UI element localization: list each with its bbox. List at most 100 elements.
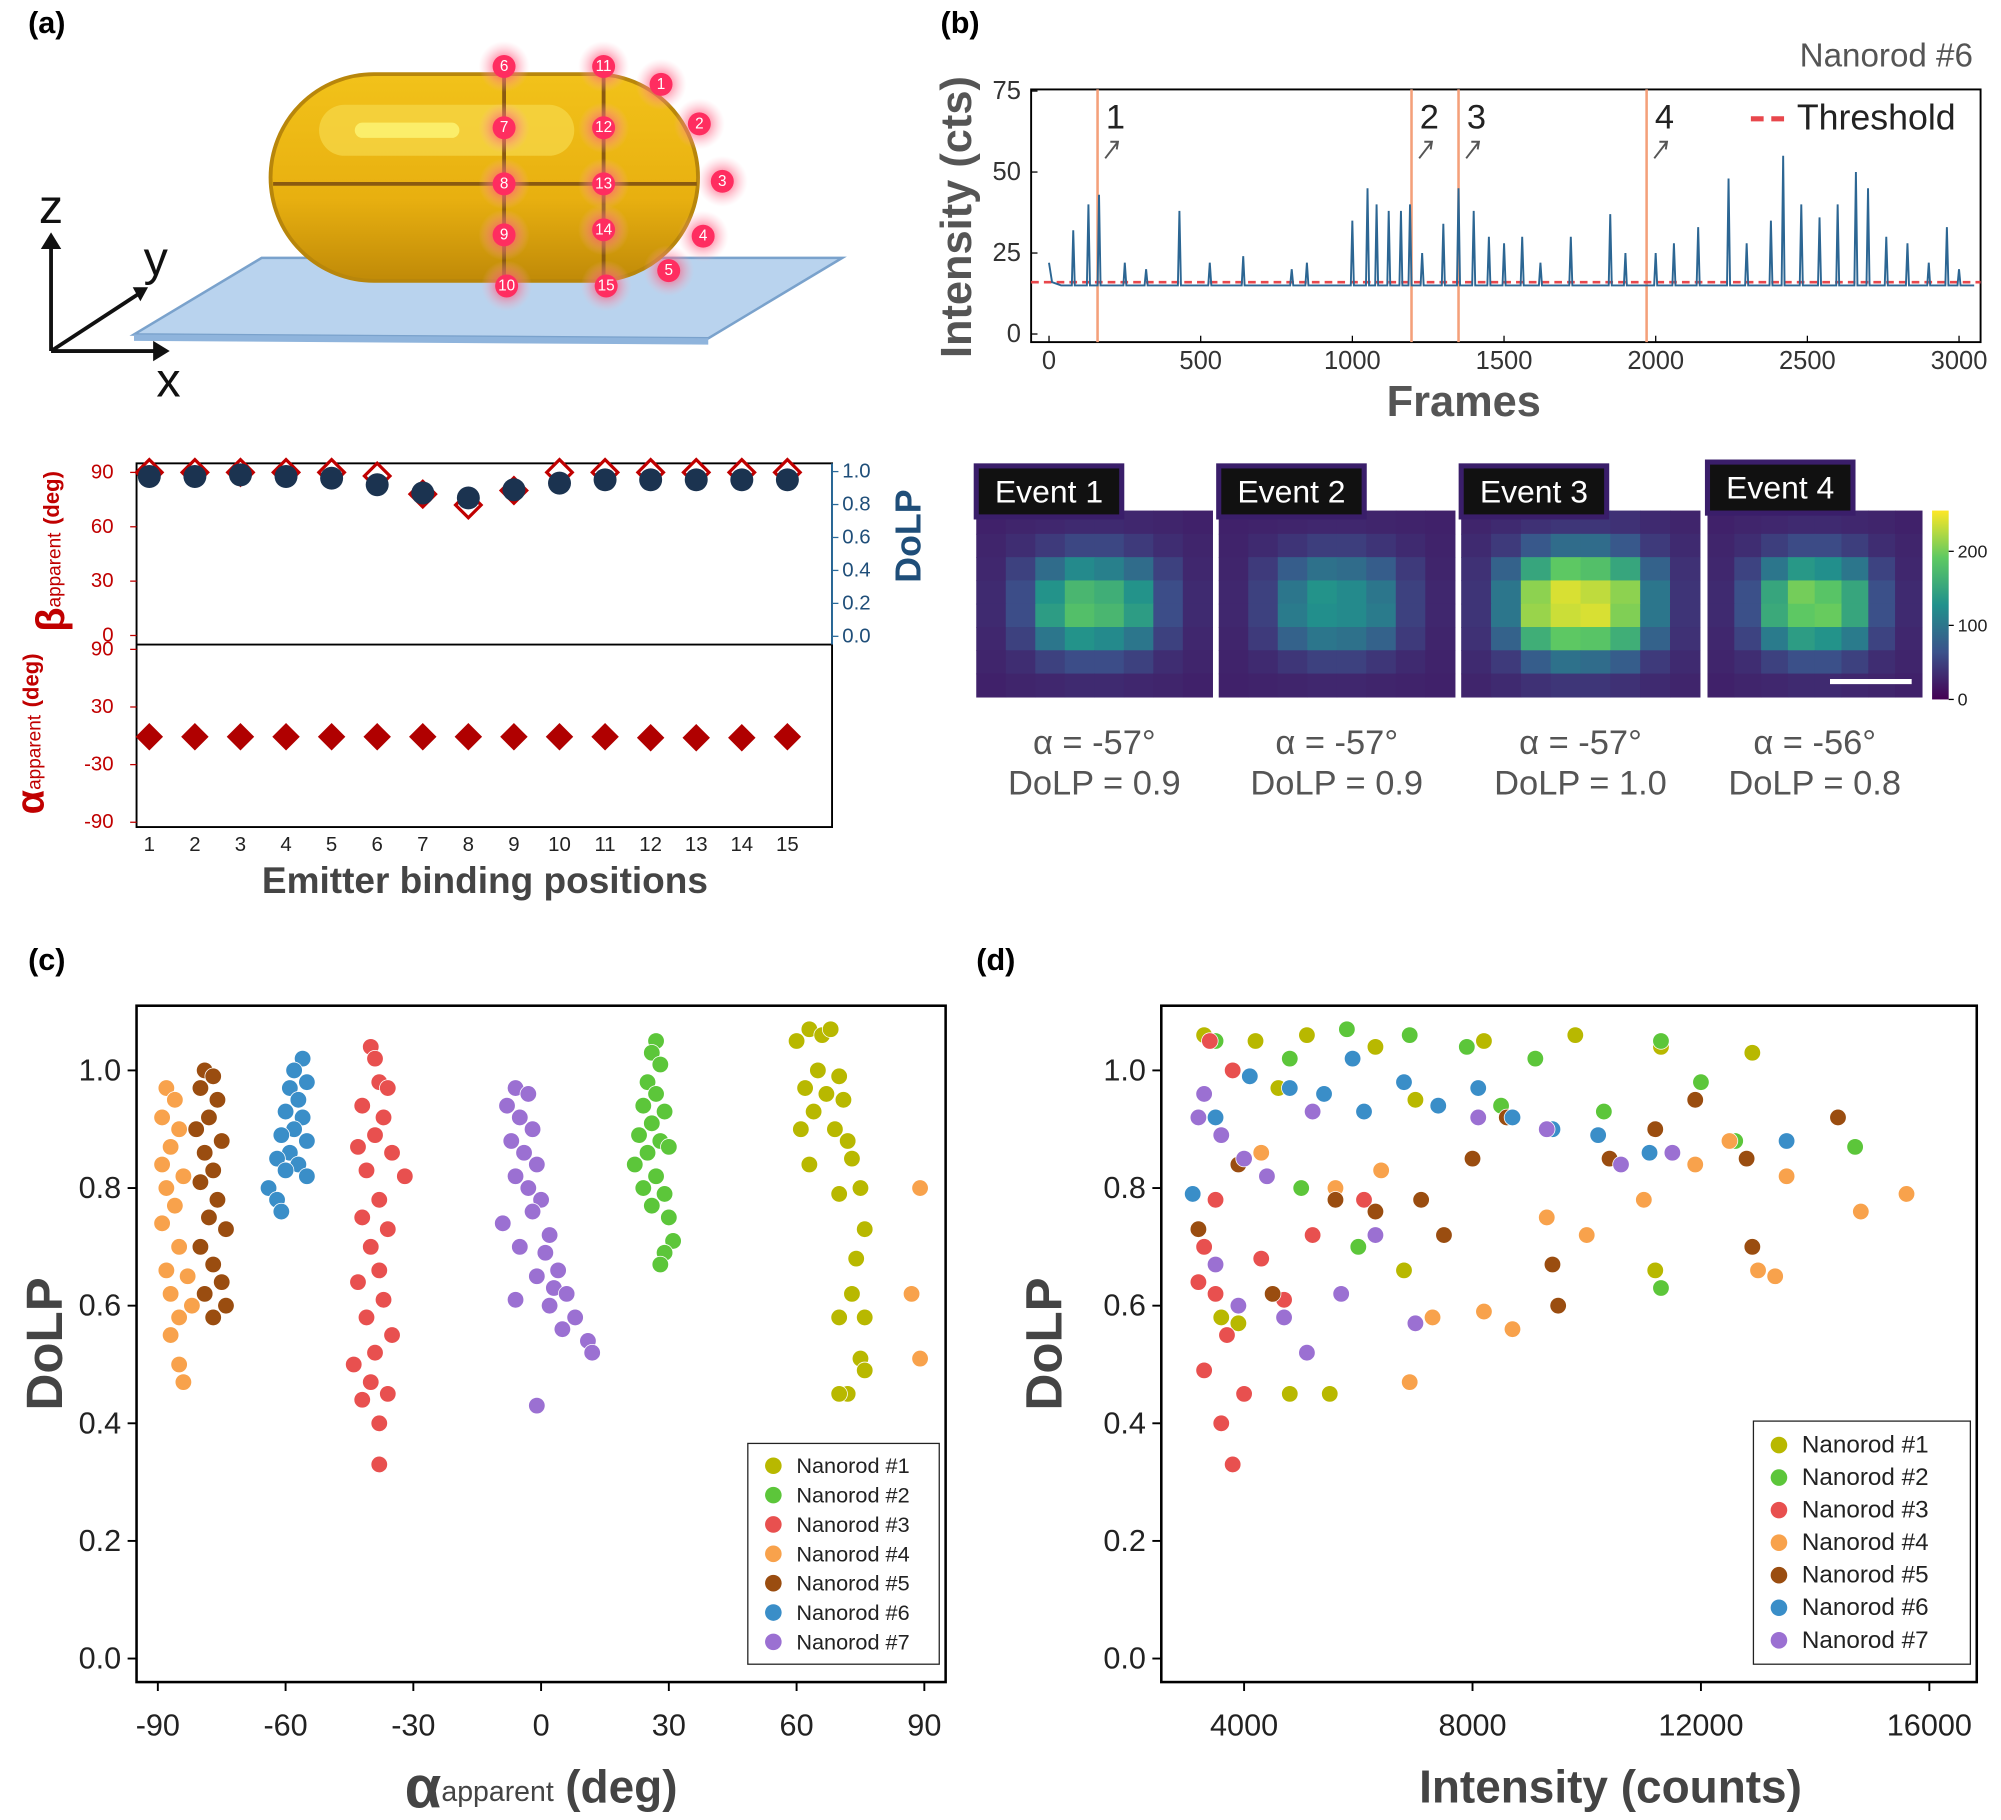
heatmap-cell bbox=[1868, 580, 1896, 605]
scatter-point bbox=[830, 1385, 848, 1403]
x-tick-label: 3 bbox=[235, 834, 246, 856]
emitter-label: 7 bbox=[500, 119, 509, 136]
heatmap-cell bbox=[1123, 603, 1154, 628]
heatmap-cell bbox=[1734, 533, 1762, 558]
heatmap-cell bbox=[1035, 650, 1066, 675]
scatter-point bbox=[157, 1179, 176, 1197]
heatmap-cell bbox=[1707, 510, 1735, 535]
heatmap-cell bbox=[1035, 603, 1066, 628]
heatmap-cell bbox=[1841, 627, 1869, 651]
scatter-point bbox=[362, 1238, 380, 1256]
y2-tick-label: 0.6 bbox=[842, 526, 870, 548]
diamond-marker bbox=[545, 723, 574, 751]
scatter-point bbox=[1372, 1161, 1390, 1180]
heatmap-cell bbox=[1640, 673, 1671, 698]
heatmap-cell bbox=[1520, 603, 1552, 628]
scatter-point bbox=[540, 1226, 559, 1244]
scatter-point bbox=[1475, 1302, 1493, 1321]
scatter-point bbox=[357, 1161, 376, 1180]
heatmap-cell bbox=[1153, 580, 1184, 605]
emitter-label: 13 bbox=[595, 175, 612, 192]
heatmap-cell bbox=[1707, 557, 1735, 582]
dolp-marker bbox=[137, 465, 161, 489]
heatmap-cell bbox=[1761, 603, 1789, 628]
heatmap-cell bbox=[1366, 627, 1397, 651]
heatmap-cell bbox=[1895, 580, 1923, 605]
heatmap-cell bbox=[1868, 603, 1896, 628]
scatter-point bbox=[1252, 1249, 1270, 1268]
x-tick-label: 500 bbox=[1179, 347, 1222, 375]
x-tick-label: 2000 bbox=[1627, 347, 1684, 375]
dolp-marker bbox=[775, 468, 799, 492]
scatter-point bbox=[357, 1308, 376, 1327]
heatmap-cell bbox=[1035, 673, 1066, 698]
heatmap-cell bbox=[1461, 533, 1492, 558]
x-tick-label: 16000 bbox=[1887, 1708, 1972, 1742]
scatter-point bbox=[511, 1108, 529, 1127]
heatmap-cell bbox=[1366, 557, 1397, 582]
heatmap-cell bbox=[1307, 580, 1338, 605]
scatter-point bbox=[396, 1167, 414, 1185]
scatter-point bbox=[191, 1238, 210, 1256]
event-annotation: DoLP = 1.0 bbox=[1494, 765, 1667, 803]
diamond-marker bbox=[500, 723, 528, 751]
heatmap-cell bbox=[1707, 673, 1735, 698]
heatmap-cell bbox=[1580, 603, 1611, 628]
y-tick-label: 0.0 bbox=[1103, 1642, 1146, 1676]
scatter-point bbox=[1366, 1038, 1385, 1056]
heatmap-cell bbox=[1550, 533, 1582, 558]
y2-tick-label: 0.4 bbox=[842, 559, 870, 581]
heatmap-cell bbox=[1307, 557, 1338, 582]
event-annotation: DoLP = 0.9 bbox=[1250, 765, 1423, 803]
axis-letter: z bbox=[39, 180, 63, 234]
scatter-point bbox=[1646, 1120, 1664, 1138]
y-tick-label: 30 bbox=[91, 696, 114, 718]
scatter-point bbox=[213, 1273, 231, 1291]
scatter-point bbox=[1469, 1108, 1487, 1127]
scatter-point bbox=[532, 1191, 550, 1209]
heatmap-cell bbox=[1123, 650, 1154, 675]
scatter-point bbox=[528, 1396, 546, 1415]
panel-label: (c) bbox=[28, 943, 65, 977]
legend-label: Nanorod #4 bbox=[796, 1541, 909, 1566]
heatmap-cell bbox=[1153, 533, 1184, 558]
panel-label: (b) bbox=[941, 6, 980, 40]
scatter-point bbox=[1595, 1102, 1613, 1121]
heatmap-cell bbox=[1734, 557, 1762, 582]
emitter bbox=[710, 169, 734, 193]
heatmap-cell bbox=[1425, 580, 1456, 605]
heatmap-cell bbox=[1035, 627, 1066, 651]
emitter bbox=[592, 116, 616, 140]
heatmap-cell bbox=[1640, 650, 1671, 675]
scatter-point bbox=[809, 1061, 827, 1080]
legend-swatch bbox=[1770, 1599, 1788, 1617]
event-annotation: α = -57° bbox=[1275, 724, 1398, 762]
emitter-label: 4 bbox=[699, 228, 708, 245]
scatter-point bbox=[157, 1261, 176, 1280]
heatmap-cell bbox=[1550, 673, 1582, 698]
legend-label: Nanorod #3 bbox=[1802, 1497, 1929, 1524]
heatmap-cell bbox=[1094, 650, 1125, 675]
scatter-point bbox=[166, 1197, 184, 1215]
scatter-point bbox=[651, 1055, 669, 1074]
scatter-point bbox=[494, 1214, 512, 1232]
heatmap-cell bbox=[1734, 510, 1762, 535]
heatmap-cell bbox=[1895, 673, 1923, 698]
heatmap-cell bbox=[1064, 557, 1095, 582]
y-tick-label: 50 bbox=[993, 158, 1021, 186]
heatmap-cell bbox=[1895, 557, 1923, 582]
heatmap-cell bbox=[1366, 650, 1397, 675]
x-tick-label: 8000 bbox=[1438, 1708, 1506, 1742]
heatmap-cell bbox=[1094, 627, 1125, 651]
heatmap-cell bbox=[1669, 557, 1701, 582]
heatmap-cell bbox=[1461, 580, 1492, 605]
heatmap-cell bbox=[1366, 510, 1397, 535]
heatmap-cell bbox=[976, 673, 1007, 698]
heatmap-cell bbox=[1895, 603, 1923, 628]
scatter-point bbox=[1281, 1049, 1299, 1068]
scatter-point bbox=[1366, 1202, 1385, 1221]
scatter-point bbox=[204, 1255, 222, 1274]
heatmap-cell bbox=[1868, 650, 1896, 675]
heatmap-cell bbox=[1307, 627, 1338, 651]
